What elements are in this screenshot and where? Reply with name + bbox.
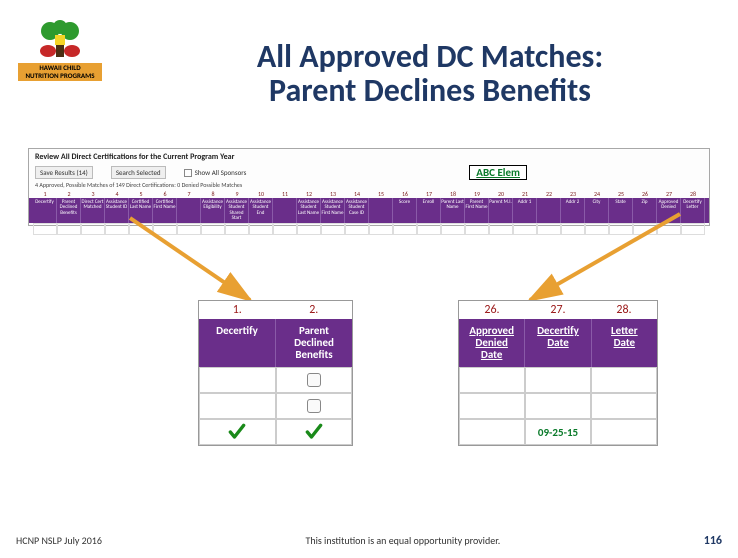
col-num: 26. bbox=[459, 301, 525, 319]
band-subtext: 4 Approved, Possible Matches of 149 Dire… bbox=[29, 180, 709, 190]
th-decertify: Decertify bbox=[199, 319, 276, 367]
check-icon bbox=[304, 422, 324, 442]
slide-number: 116 bbox=[704, 534, 722, 548]
title-line-2: Parent Declines Benefits bbox=[150, 74, 710, 108]
footer-mid: This institution is an equal opportunity… bbox=[102, 534, 704, 547]
decertify-table: 1. 2. Decertify Parent Declined Benefits bbox=[198, 300, 353, 446]
search-selected-button[interactable]: Search Selected bbox=[111, 166, 166, 179]
table-row bbox=[459, 367, 657, 393]
col-num: 1. bbox=[199, 301, 276, 319]
th-parent-declined: Parent Declined Benefits bbox=[276, 319, 352, 367]
col-num: 2. bbox=[276, 301, 353, 319]
title-line-1: All Approved DC Matches: bbox=[150, 40, 710, 74]
col-num: 28. bbox=[591, 301, 657, 319]
th-approved-denied-date: Approved Denied Date bbox=[459, 319, 525, 367]
show-all-label: Show All Sponsors bbox=[195, 168, 247, 177]
table-row bbox=[459, 393, 657, 419]
checkbox-empty[interactable] bbox=[307, 399, 321, 413]
slide-title: All Approved DC Matches: Parent Declines… bbox=[150, 40, 710, 107]
table-row bbox=[199, 367, 352, 393]
th-letter-date: Letter Date bbox=[592, 319, 657, 367]
checkbox-empty[interactable] bbox=[307, 373, 321, 387]
table-row bbox=[199, 393, 352, 419]
dates-table: 26. 27. 28. Approved Denied Date Decerti… bbox=[458, 300, 658, 446]
th-decertify-date: Decertify Date bbox=[525, 319, 591, 367]
table-row bbox=[199, 419, 352, 445]
slide-footer: HCNP NSLP July 2016 This institution is … bbox=[0, 534, 738, 548]
band-column-numbers: 1234567891011121314151617181920212223242… bbox=[29, 190, 709, 198]
band-heading: Review All Direct Certifications for the… bbox=[29, 149, 709, 165]
show-all-wrap[interactable]: Show All Sponsors bbox=[184, 168, 247, 177]
decertify-date-value: 09-25-15 bbox=[525, 419, 591, 445]
save-results-button[interactable]: Save Results (14) bbox=[35, 166, 93, 179]
logo-text-2: NUTRITION PROGRAMS bbox=[20, 72, 100, 80]
col-num: 27. bbox=[525, 301, 591, 319]
table-row: 09-25-15 bbox=[459, 419, 657, 445]
hcnp-logo: HAWAII CHILD NUTRITION PROGRAMS bbox=[14, 6, 106, 92]
check-icon bbox=[227, 422, 247, 442]
footer-left: HCNP NSLP July 2016 bbox=[16, 534, 102, 547]
school-name-box: ABC Elem bbox=[469, 165, 527, 180]
